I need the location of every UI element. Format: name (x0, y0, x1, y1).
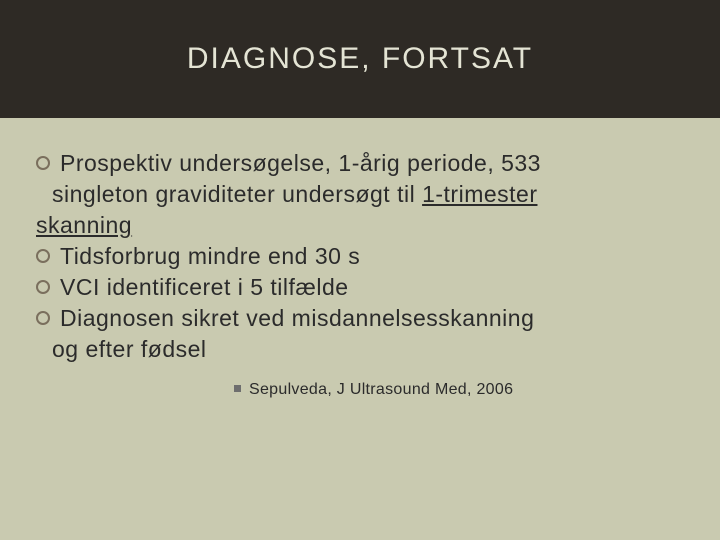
citation-text: Sepulveda, J Ultrasound Med, 2006 (249, 379, 513, 401)
bullet-continuation: og efter fødsel (36, 334, 698, 365)
bullet-text: VCI identificeret i 5 tilfælde (60, 272, 349, 303)
bullet-item: Tidsforbrug mindre end 30 s (36, 241, 698, 272)
continuation-text: og efter fødsel (52, 336, 207, 362)
bullet-continuation: skanning (36, 210, 698, 241)
underlined-text: 1-trimester (422, 181, 537, 207)
bullet-item: Diagnosen sikret ved misdannelsesskannin… (36, 303, 698, 334)
circle-bullet-icon (36, 311, 50, 325)
underlined-text: skanning (36, 212, 132, 238)
bullet-text: Prospektiv undersøgelse, 1-årig periode,… (60, 148, 541, 179)
circle-bullet-icon (36, 249, 50, 263)
bullet-continuation: singleton graviditeter undersøgt til 1-t… (36, 179, 698, 210)
circle-bullet-icon (36, 280, 50, 294)
bullet-text: Diagnosen sikret ved misdannelsesskannin… (60, 303, 534, 334)
circle-bullet-icon (36, 156, 50, 170)
slide: DIAGNOSE, FORTSAT Prospektiv undersøgels… (0, 0, 720, 540)
continuation-text: singleton graviditeter undersøgt til (52, 181, 422, 207)
citation-row: Sepulveda, J Ultrasound Med, 2006 (234, 379, 698, 401)
bullet-item: Prospektiv undersøgelse, 1-årig periode,… (36, 148, 698, 179)
bullet-text: Tidsforbrug mindre end 30 s (60, 241, 360, 272)
bullet-item: VCI identificeret i 5 tilfælde (36, 272, 698, 303)
square-bullet-icon (234, 385, 241, 392)
slide-title: DIAGNOSE, FORTSAT (0, 42, 720, 76)
body-area: Prospektiv undersøgelse, 1-årig periode,… (36, 148, 698, 401)
